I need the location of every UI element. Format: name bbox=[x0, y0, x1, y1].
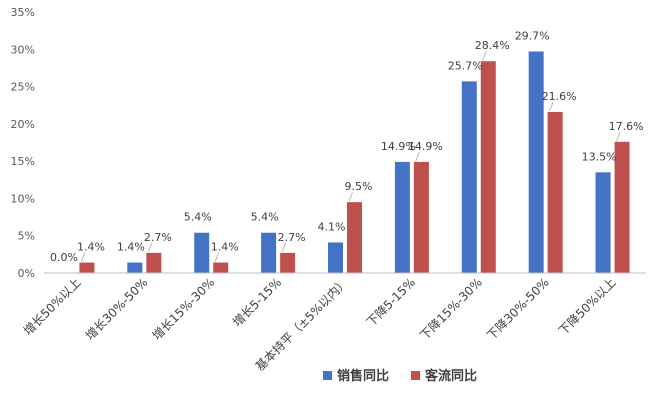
bar-sales bbox=[328, 242, 343, 273]
bar-sales bbox=[261, 232, 277, 273]
x-tick-label: 下降30%-50% bbox=[484, 275, 552, 343]
label-leader-line bbox=[482, 51, 487, 61]
y-tick-label: 5% bbox=[18, 230, 35, 243]
label-leader-line bbox=[147, 242, 153, 253]
label-leader-line bbox=[214, 252, 220, 262]
y-tick-label: 30% bbox=[11, 43, 35, 56]
label-leader-lines bbox=[81, 51, 621, 262]
x-tick-label: 增长5-15% bbox=[230, 275, 284, 329]
label-leader-line bbox=[616, 131, 621, 141]
bar-sales bbox=[394, 161, 410, 273]
bar-traffic bbox=[146, 252, 162, 273]
data-labels: 0.0%1.4% 1.4%2.7%5.4%1.4%5.4%2.7%4.1%9.5%… bbox=[50, 30, 644, 264]
data-label: 9.5% bbox=[345, 180, 373, 193]
bar-traffic bbox=[280, 252, 296, 273]
bar-traffic bbox=[213, 262, 229, 273]
legend-swatch bbox=[323, 371, 332, 380]
label-leader-line bbox=[549, 101, 554, 112]
label-leader-line bbox=[281, 242, 286, 253]
y-axis: 0% 5% 10% 15% 20% 25% 30% 35% bbox=[11, 6, 35, 280]
bar-sales bbox=[528, 51, 544, 273]
bar-sales bbox=[127, 262, 143, 273]
data-label: 13.5% bbox=[582, 150, 617, 163]
data-label: 14.9% bbox=[381, 140, 416, 153]
data-label: 14.9% bbox=[408, 140, 443, 153]
data-label: 4.1% bbox=[318, 220, 346, 233]
bar-sales bbox=[194, 232, 210, 273]
bar-sales bbox=[595, 172, 611, 273]
data-label: 21.6% bbox=[542, 90, 577, 103]
y-tick-label: 20% bbox=[11, 118, 35, 131]
y-tick-label: 25% bbox=[11, 81, 35, 94]
x-tick-label: 增长30%-50% bbox=[83, 275, 151, 343]
x-axis: 增长50%以上 增长30%-50% 增长15%-30% 增长5-15%基本持平（±5%… bbox=[21, 272, 646, 374]
data-label: 17.6% bbox=[609, 120, 644, 133]
data-label: 1.4% bbox=[117, 241, 145, 254]
x-tick-label: 下降5-15% bbox=[364, 275, 418, 329]
x-tick-label: 下降50%以上 bbox=[556, 275, 619, 338]
bar-traffic bbox=[413, 161, 429, 273]
legend: 销售同比 客流同比 bbox=[323, 368, 477, 384]
x-tick-label: 下降15%-30% bbox=[417, 275, 485, 343]
data-label: 5.4% bbox=[251, 211, 279, 224]
y-tick-label: 10% bbox=[11, 192, 35, 205]
data-label: 28.4% bbox=[475, 39, 510, 52]
x-tick-label: 增长50%以上 bbox=[21, 275, 84, 338]
data-label: 25.7% bbox=[448, 59, 483, 72]
data-label: 1.4% bbox=[77, 241, 105, 254]
x-tick-label: 增长15%-30% bbox=[150, 275, 218, 343]
data-label: 2.7% bbox=[144, 231, 172, 244]
bar-traffic bbox=[480, 61, 496, 273]
bar-sales bbox=[461, 81, 477, 273]
bar-traffic bbox=[347, 202, 362, 273]
legend-label: 销售同比 bbox=[337, 368, 389, 384]
y-tick-label: 15% bbox=[11, 155, 35, 168]
bar-traffic bbox=[79, 262, 95, 273]
label-leader-line bbox=[415, 151, 420, 162]
bars bbox=[79, 51, 630, 273]
data-label: 2.7% bbox=[278, 231, 306, 244]
data-label: 1.4% bbox=[211, 241, 239, 254]
bar-traffic bbox=[547, 111, 563, 273]
y-tick-label: 35% bbox=[11, 6, 35, 19]
legend-label: 客流同比 bbox=[425, 368, 477, 384]
label-leader-line bbox=[81, 252, 86, 262]
label-leader-line bbox=[348, 192, 353, 202]
data-label: 29.7% bbox=[515, 30, 550, 43]
bar-traffic bbox=[614, 141, 630, 273]
y-tick-label: 0% bbox=[18, 267, 35, 280]
legend-swatch bbox=[411, 371, 420, 380]
data-label: 5.4% bbox=[184, 211, 212, 224]
data-label: 0.0% bbox=[50, 251, 78, 264]
